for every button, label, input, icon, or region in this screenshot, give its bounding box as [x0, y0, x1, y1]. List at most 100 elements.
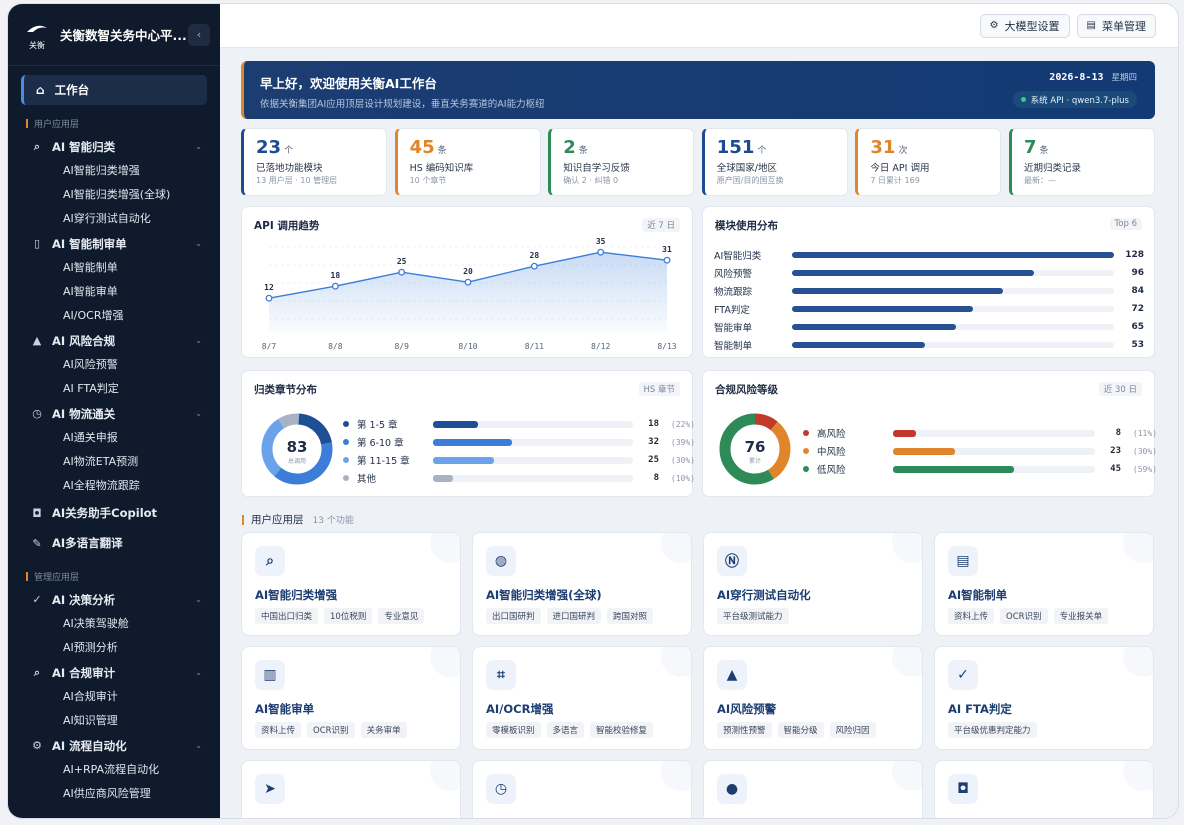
app-tags: 预测性预警 智能分级 风险归因	[717, 722, 882, 738]
sidebar-group[interactable]: ✓ AI 决策分析 ⌄	[8, 587, 220, 612]
app-tag: 关务审单	[360, 722, 407, 738]
sidebar-subitem[interactable]: AI物流ETA预测	[63, 455, 139, 468]
sidebar-subitem[interactable]: AI FTA判定	[63, 382, 119, 395]
sidebar-subitem[interactable]: AI智能制单	[63, 261, 118, 274]
sidebar-group[interactable]: ⌕ AI 智能归类 ⌄	[8, 134, 220, 159]
sidebar-group[interactable]: ▲ AI 风险合规 ⌄	[8, 328, 220, 353]
app-card[interactable]: ◷	[472, 760, 692, 818]
legend-percent: (22%)	[670, 419, 695, 429]
app-card[interactable]: ◍ AI智能归类增强(全球) 出口国研判 进口国研判 跨国对照	[472, 532, 692, 636]
card-decoration	[1123, 761, 1153, 791]
module-bar-row: 智能审单 65	[714, 318, 1144, 336]
legend-row: 中风险 23 (30%)	[803, 442, 1157, 460]
sidebar-group[interactable]: ✎ AI多语言翻译	[8, 528, 220, 558]
module-bar	[792, 288, 1004, 294]
module-value: 128	[1125, 250, 1144, 260]
app-tag: 进口国研判	[546, 608, 602, 624]
app-card[interactable]: ▤ AI智能制单 资料上传 OCR识别 专业报关单	[934, 532, 1154, 636]
sidebar: 关衡 关衡数智关务中心平... ‹ ⌂ 工作台 用户应用层 ⌕ AI 智能归类 ⌄ AI…	[8, 4, 220, 818]
app-name: AI风险预警	[717, 702, 777, 716]
sidebar-group-label: AI 智能归类	[52, 139, 116, 154]
sidebar-subitem[interactable]: AI/OCR增强	[63, 309, 124, 322]
x-tick-label: 8/9	[394, 342, 409, 351]
card-decoration	[892, 761, 922, 791]
stat-label: 知识自学习反馈	[563, 163, 630, 174]
sidebar-subitem[interactable]: AI通关申报	[63, 431, 118, 444]
card-tag: 近 7 日	[642, 218, 680, 232]
app-card[interactable]: Ⓝ AI穿行测试自动化 平台级测试能力	[703, 532, 923, 636]
stat-value-row: 31 次	[870, 137, 988, 158]
app-tag: 资料上传	[948, 608, 995, 624]
sidebar-subitem[interactable]: AI穿行测试自动化	[63, 212, 151, 225]
sidebar-group[interactable]: ⌕ AI 合规审计 ⌄	[8, 660, 220, 685]
document-icon: ▯	[33, 237, 41, 250]
sidebar-subitem[interactable]: AI+RPA流程自动化	[63, 763, 160, 776]
legend-name: 第 1-5 章	[357, 420, 398, 431]
app-tags: 零模板识别 多语言 智能校验修复	[486, 722, 659, 738]
app-tag: 零模板识别	[486, 722, 541, 738]
stat-detail: 7 日累计 169	[870, 176, 920, 185]
x-tick-label: 8/7	[262, 342, 277, 351]
app-card[interactable]: ◘	[934, 760, 1154, 818]
app-tag: 10位税则	[324, 608, 373, 624]
sidebar-subitem[interactable]: AI决策驾驶舱	[63, 617, 129, 630]
legend-value: 8	[653, 473, 659, 483]
sidebar-subitem[interactable]: AI全程物流跟踪	[63, 479, 140, 492]
app-card[interactable]: ➤	[241, 760, 461, 818]
module-name: 风险预警	[714, 269, 753, 280]
sidebar-subitem[interactable]: AI风险预警	[63, 358, 118, 371]
trend-point	[530, 262, 538, 270]
app-card[interactable]: ⌕ AI智能归类增强 中国出口归类 10位税则 专业意见	[241, 532, 461, 636]
sidebar-subitem[interactable]: AI智能审单	[63, 285, 118, 298]
stat-label: 全球国家/地区	[716, 163, 777, 174]
app-card[interactable]: ▲ AI风险预警 预测性预警 智能分级 风险归因	[703, 646, 923, 750]
section-marker	[26, 119, 28, 128]
section-marker	[26, 572, 28, 581]
menu-manage-button[interactable]: ▤ 菜单管理	[1076, 13, 1156, 38]
app-tag: 智能校验修复	[590, 722, 654, 738]
sidebar-group[interactable]: ◘ AI关务助手Copilot	[8, 498, 220, 528]
donut-segment	[719, 413, 791, 485]
stat-value: 2	[563, 137, 576, 158]
sidebar-subitem[interactable]: AI知识管理	[63, 714, 118, 727]
app-name: AI FTA判定	[948, 702, 1012, 716]
apps-count: 13 个功能	[312, 516, 354, 526]
sidebar-subitem[interactable]: AI智能归类增强	[63, 164, 140, 177]
sidebar-subitem[interactable]: AI合规审计	[63, 690, 118, 703]
sidebar-group-label: AI 流程自动化	[52, 738, 127, 753]
collapse-sidebar-button[interactable]: ‹	[188, 23, 210, 46]
sidebar-subitem[interactable]: AI预测分析	[63, 641, 118, 654]
sidebar-item-workbench[interactable]: ⌂ 工作台	[21, 75, 207, 105]
sidebar-subitem[interactable]: AI供应商风险管理	[63, 787, 151, 800]
trend-data-label: 12	[264, 283, 274, 292]
sidebar-subitem[interactable]: AI智能归类增强(全球)	[63, 188, 171, 201]
app-tags: 平台级优惠判定能力	[948, 722, 1043, 738]
app-card[interactable]: ⌗ AI/OCR增强 零模板识别 多语言 智能校验修复	[472, 646, 692, 750]
stat-detail: 最新：—	[1023, 176, 1056, 185]
legend-dot	[343, 421, 349, 427]
api-status-badge: 系统 API · qwen3.7-plus	[1012, 91, 1137, 108]
date-text: 2026-8-13	[1049, 72, 1104, 83]
app-tag: 专业报关单	[1053, 608, 1109, 624]
sidebar-group[interactable]: ▯ AI 智能制审单 ⌄	[8, 231, 220, 256]
api-trend-card: API 调用趋势 近 7 日 12 8/7 18 8/8 25 8/9 20 8/10 28 8/…	[241, 206, 693, 358]
sidebar-group[interactable]: ⚙ AI 流程自动化 ⌄	[8, 733, 220, 758]
send-icon: ➤	[255, 774, 285, 804]
legend-dot	[803, 466, 809, 472]
sidebar-group[interactable]: ◷ AI 物流通关 ⌄	[8, 401, 220, 426]
stat-value: 45	[409, 137, 435, 158]
stat-card: 31 次今日 API 调用 7 日累计 169	[855, 128, 1002, 196]
app-tag: 预测性预警	[717, 722, 772, 738]
model-settings-button[interactable]: ⚙ 大模型设置	[979, 13, 1070, 38]
app-card[interactable]: ▥ AI智能审单 资料上传 OCR识别 关务审单	[241, 646, 461, 750]
bar-track	[893, 465, 1095, 473]
legend-percent: (11%)	[1132, 428, 1157, 438]
module-bar	[792, 342, 926, 348]
x-tick-label: 8/12	[591, 342, 610, 351]
app-card[interactable]: ●	[703, 760, 923, 818]
app-card[interactable]: ✓ AI FTA判定 平台级优惠判定能力	[934, 646, 1154, 750]
bar-track	[433, 474, 633, 482]
legend-percent: (30%)	[670, 455, 695, 465]
module-bar	[792, 324, 956, 330]
app-tags: 中国出口归类 10位税则 专业意见	[255, 608, 430, 624]
